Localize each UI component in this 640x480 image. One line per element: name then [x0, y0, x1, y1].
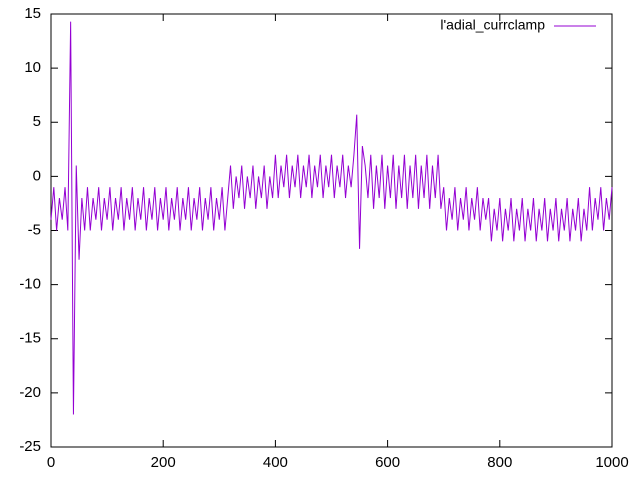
x-tick-label: 600	[375, 454, 400, 471]
x-tick-label: 200	[151, 454, 176, 471]
y-tick-label: 5	[33, 113, 41, 130]
y-tick-label: -5	[28, 221, 41, 238]
y-tick-label: -20	[19, 384, 41, 401]
y-tick-label: 15	[24, 5, 41, 22]
x-tick-label: 0	[47, 454, 55, 471]
y-tick-label: -25	[19, 438, 41, 455]
x-tick-label: 800	[487, 454, 512, 471]
y-tick-label: 0	[33, 167, 41, 184]
x-tick-label: 1000	[595, 454, 628, 471]
y-tick-label: -15	[19, 330, 41, 347]
x-tick-label: 400	[263, 454, 288, 471]
data-line	[50, 21, 613, 415]
y-tick-label: 10	[24, 59, 41, 76]
y-tick-label: -10	[19, 276, 41, 293]
legend-label: l'adial_currclamp	[440, 17, 545, 33]
